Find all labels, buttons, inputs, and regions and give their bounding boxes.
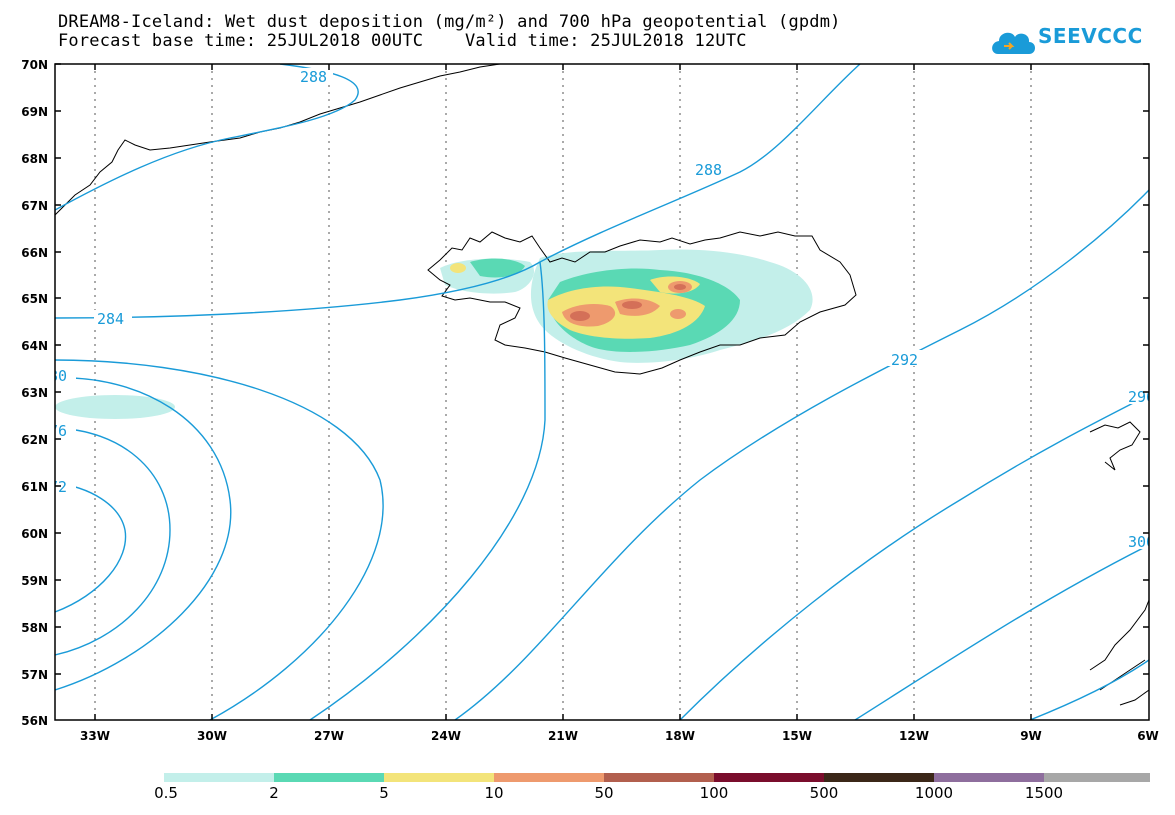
lon-label-30w: 30W (197, 729, 227, 743)
legend-swatch-2 (274, 773, 384, 782)
legend-swatch-9 (1044, 773, 1150, 782)
legend-label-0-5: 0.5 (154, 784, 178, 802)
legend-label-50: 50 (594, 784, 614, 802)
lat-label-60n: 60N (21, 527, 48, 541)
lat-label-62n: 62N (21, 433, 48, 447)
lat-label-56n: 56N (21, 714, 48, 728)
lat-label-59n: 59N (21, 574, 48, 588)
lat-label-57n: 57N (21, 668, 48, 682)
legend-label-500: 500 (809, 784, 839, 802)
legend-swatch-6 (714, 773, 824, 782)
legend-swatch-4 (494, 773, 604, 782)
lat-label-66n: 66N (21, 246, 48, 260)
legend-swatch-8 (934, 773, 1044, 782)
contour-label-284: 284 (97, 310, 124, 328)
lon-label-24w: 24W (431, 729, 461, 743)
legend-label-1500: 1500 (1024, 784, 1064, 802)
seevccc-logo: SEEVCCC (990, 18, 1150, 62)
longitude-axis (94, 64, 1032, 720)
logo-text: SEEVCCC (1038, 24, 1143, 48)
lon-label-33w: 33W (80, 729, 110, 743)
lat-label-61n: 61N (21, 480, 48, 494)
lon-label-12w: 12W (899, 729, 929, 743)
legend-label-1000: 1000 (914, 784, 954, 802)
map-subtitle: Forecast base time: 25JUL2018 00UTC Vali… (58, 31, 747, 51)
contour-label-276: 276 (40, 422, 67, 440)
legend-label-5: 5 (379, 784, 389, 802)
latitude-labels: 70N 69N 68N 67N 66N 65N 64N 63N 62N 61N … (21, 58, 48, 728)
legend-label-2: 2 (269, 784, 279, 802)
lon-label-18w: 18W (665, 729, 695, 743)
lat-label-69n: 69N (21, 105, 48, 119)
legend-swatch-3 (384, 773, 494, 782)
lon-label-27w: 27W (314, 729, 344, 743)
contour-label-300: 300 (1128, 533, 1155, 551)
map-title: DREAM8-Iceland: Wet dust deposition (mg/… (58, 12, 841, 32)
contour-label-296: 296 (1128, 388, 1155, 406)
contour-label-280: 280 (40, 367, 67, 385)
contour-label-272: 272 (40, 478, 67, 496)
contour-labels: 288 288 284 280 276 272 292 296 300 (40, 68, 1155, 551)
lon-label-21w: 21W (548, 729, 578, 743)
lat-label-67n: 67N (21, 199, 48, 213)
contour-label-292: 292 (891, 351, 918, 369)
lon-label-9w: 9W (1020, 729, 1042, 743)
lon-label-6w: 6W (1137, 729, 1159, 743)
latitude-axis (55, 63, 1149, 675)
longitude-labels: 33W 30W 27W 24W 21W 18W 15W 12W 9W 6W (80, 729, 1159, 743)
geopotential-contours (55, 64, 1149, 720)
lat-label-70n: 70N (21, 58, 48, 72)
dust-deposition-shading (55, 249, 813, 419)
lat-label-64n: 64N (21, 339, 48, 353)
lon-label-15w: 15W (782, 729, 812, 743)
gridlines (94, 64, 1032, 720)
coastlines (55, 64, 1149, 706)
legend-label-100: 100 (699, 784, 729, 802)
legend-swatch-7 (824, 773, 934, 782)
legend-swatch-5 (604, 773, 714, 782)
contour-label-288b: 288 (695, 161, 722, 179)
map-frame (54, 63, 1150, 721)
legend-swatch-1 (164, 773, 274, 782)
lat-label-65n: 65N (21, 292, 48, 306)
lat-label-58n: 58N (21, 621, 48, 635)
legend-label-10: 10 (484, 784, 504, 802)
contour-label-288a: 288 (300, 68, 327, 86)
cloud-logo-icon (992, 32, 1035, 54)
lat-label-68n: 68N (21, 152, 48, 166)
lat-label-63n: 63N (21, 386, 48, 400)
